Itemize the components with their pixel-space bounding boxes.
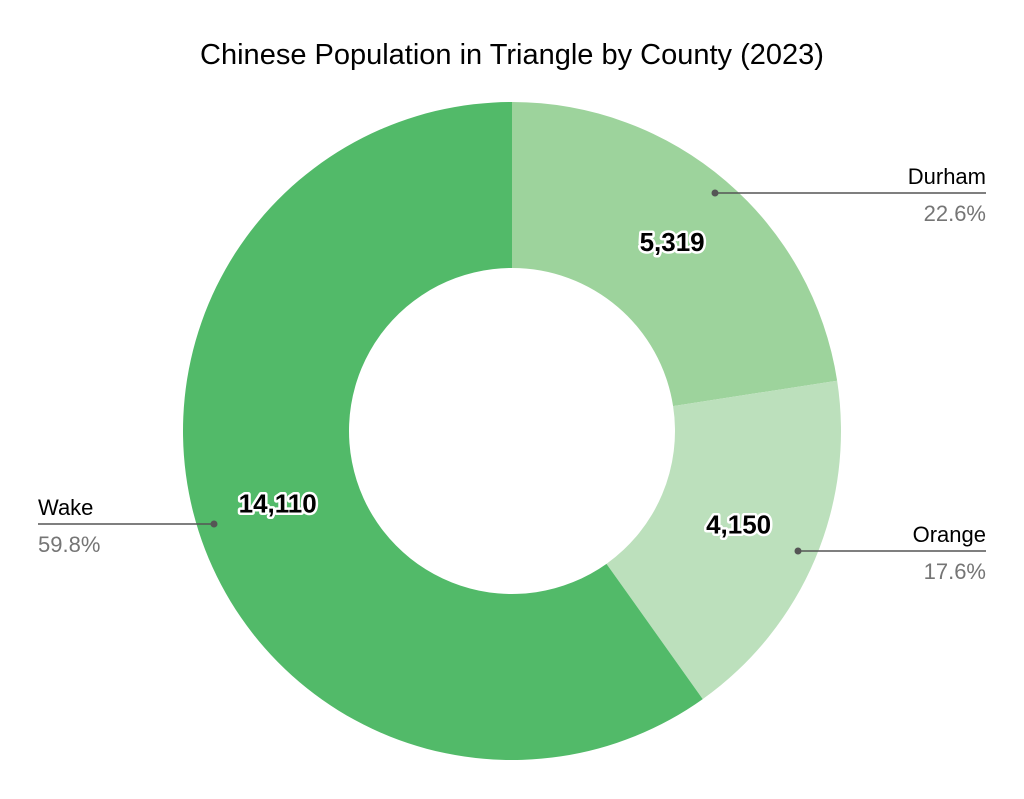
value-labels-group: 5,319 4,150 14,110 — [236, 225, 774, 542]
value-label-wake: 14,110 — [239, 489, 317, 519]
legend-percent-wake: 59.8% — [38, 532, 100, 557]
legend-percent-durham: 22.6% — [924, 201, 986, 226]
slice-orange — [606, 380, 841, 700]
legend-name-durham: Durham — [908, 164, 986, 189]
legend-name-wake: Wake — [38, 495, 93, 520]
value-label-durham: 5,319 — [640, 227, 705, 257]
slice-wake — [182, 102, 703, 760]
leader-dot-durham — [711, 189, 719, 197]
leader-dot-orange — [794, 547, 802, 555]
leader-lines-group: Durham 22.6% Orange 17.6% Wake 59.8% — [38, 164, 986, 584]
slice-durham — [512, 102, 838, 407]
legend-name-orange: Orange — [913, 522, 986, 547]
value-label-orange: 4,150 — [706, 510, 771, 540]
slices-group — [182, 102, 841, 760]
legend-percent-orange: 17.6% — [924, 559, 986, 584]
leader-dot-wake — [210, 520, 218, 528]
chart-title: Chinese Population in Triangle by County… — [200, 39, 824, 71]
